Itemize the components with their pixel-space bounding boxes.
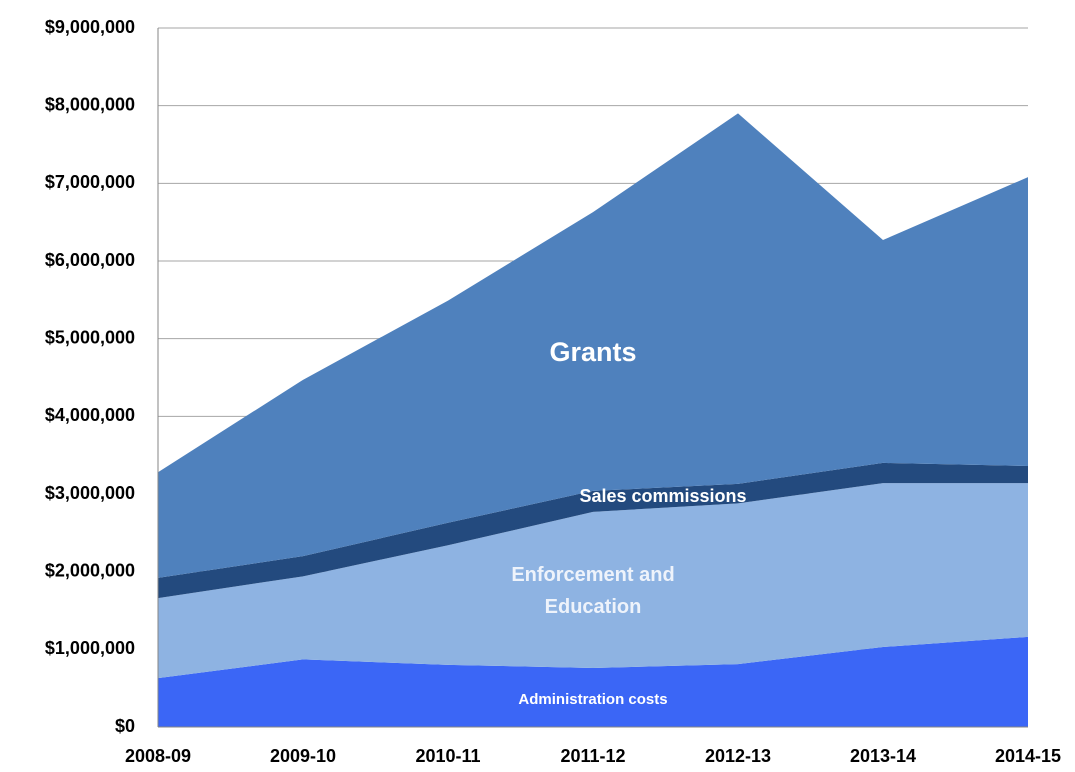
x-tick-label: 2013-14 [850, 746, 916, 766]
area [158, 462, 1028, 599]
x-tick-label: 2009-10 [270, 746, 336, 766]
x-tick-label: 2014-15 [995, 746, 1061, 766]
y-tick-label: $9,000,000 [45, 17, 135, 37]
y-tick-label: $7,000,000 [45, 172, 135, 192]
y-tick-label: $5,000,000 [45, 327, 135, 347]
x-tick-label: 2010-11 [415, 746, 480, 766]
y-tick-label: $6,000,000 [45, 250, 135, 270]
series-label: Enforcement and Education [511, 564, 675, 618]
series-label: Sales commissions [579, 486, 747, 506]
series-label: Administration costs [518, 691, 668, 708]
x-tick-label: 2012-13 [705, 746, 771, 766]
series-label: Grants [549, 337, 637, 367]
y-tick-label: $2,000,000 [45, 560, 135, 580]
x-tick-label: 2008-09 [125, 746, 191, 766]
y-tick-label: $3,000,000 [45, 483, 135, 503]
area [158, 636, 1028, 727]
area [158, 483, 1028, 679]
y-tick-label: $4,000,000 [45, 405, 135, 425]
y-tick-label: $1,000,000 [45, 638, 135, 658]
x-tick-label: 2011-12 [560, 746, 625, 766]
y-tick-label: $0 [115, 716, 135, 736]
y-tick-label: $8,000,000 [45, 94, 135, 114]
area [158, 113, 1028, 578]
